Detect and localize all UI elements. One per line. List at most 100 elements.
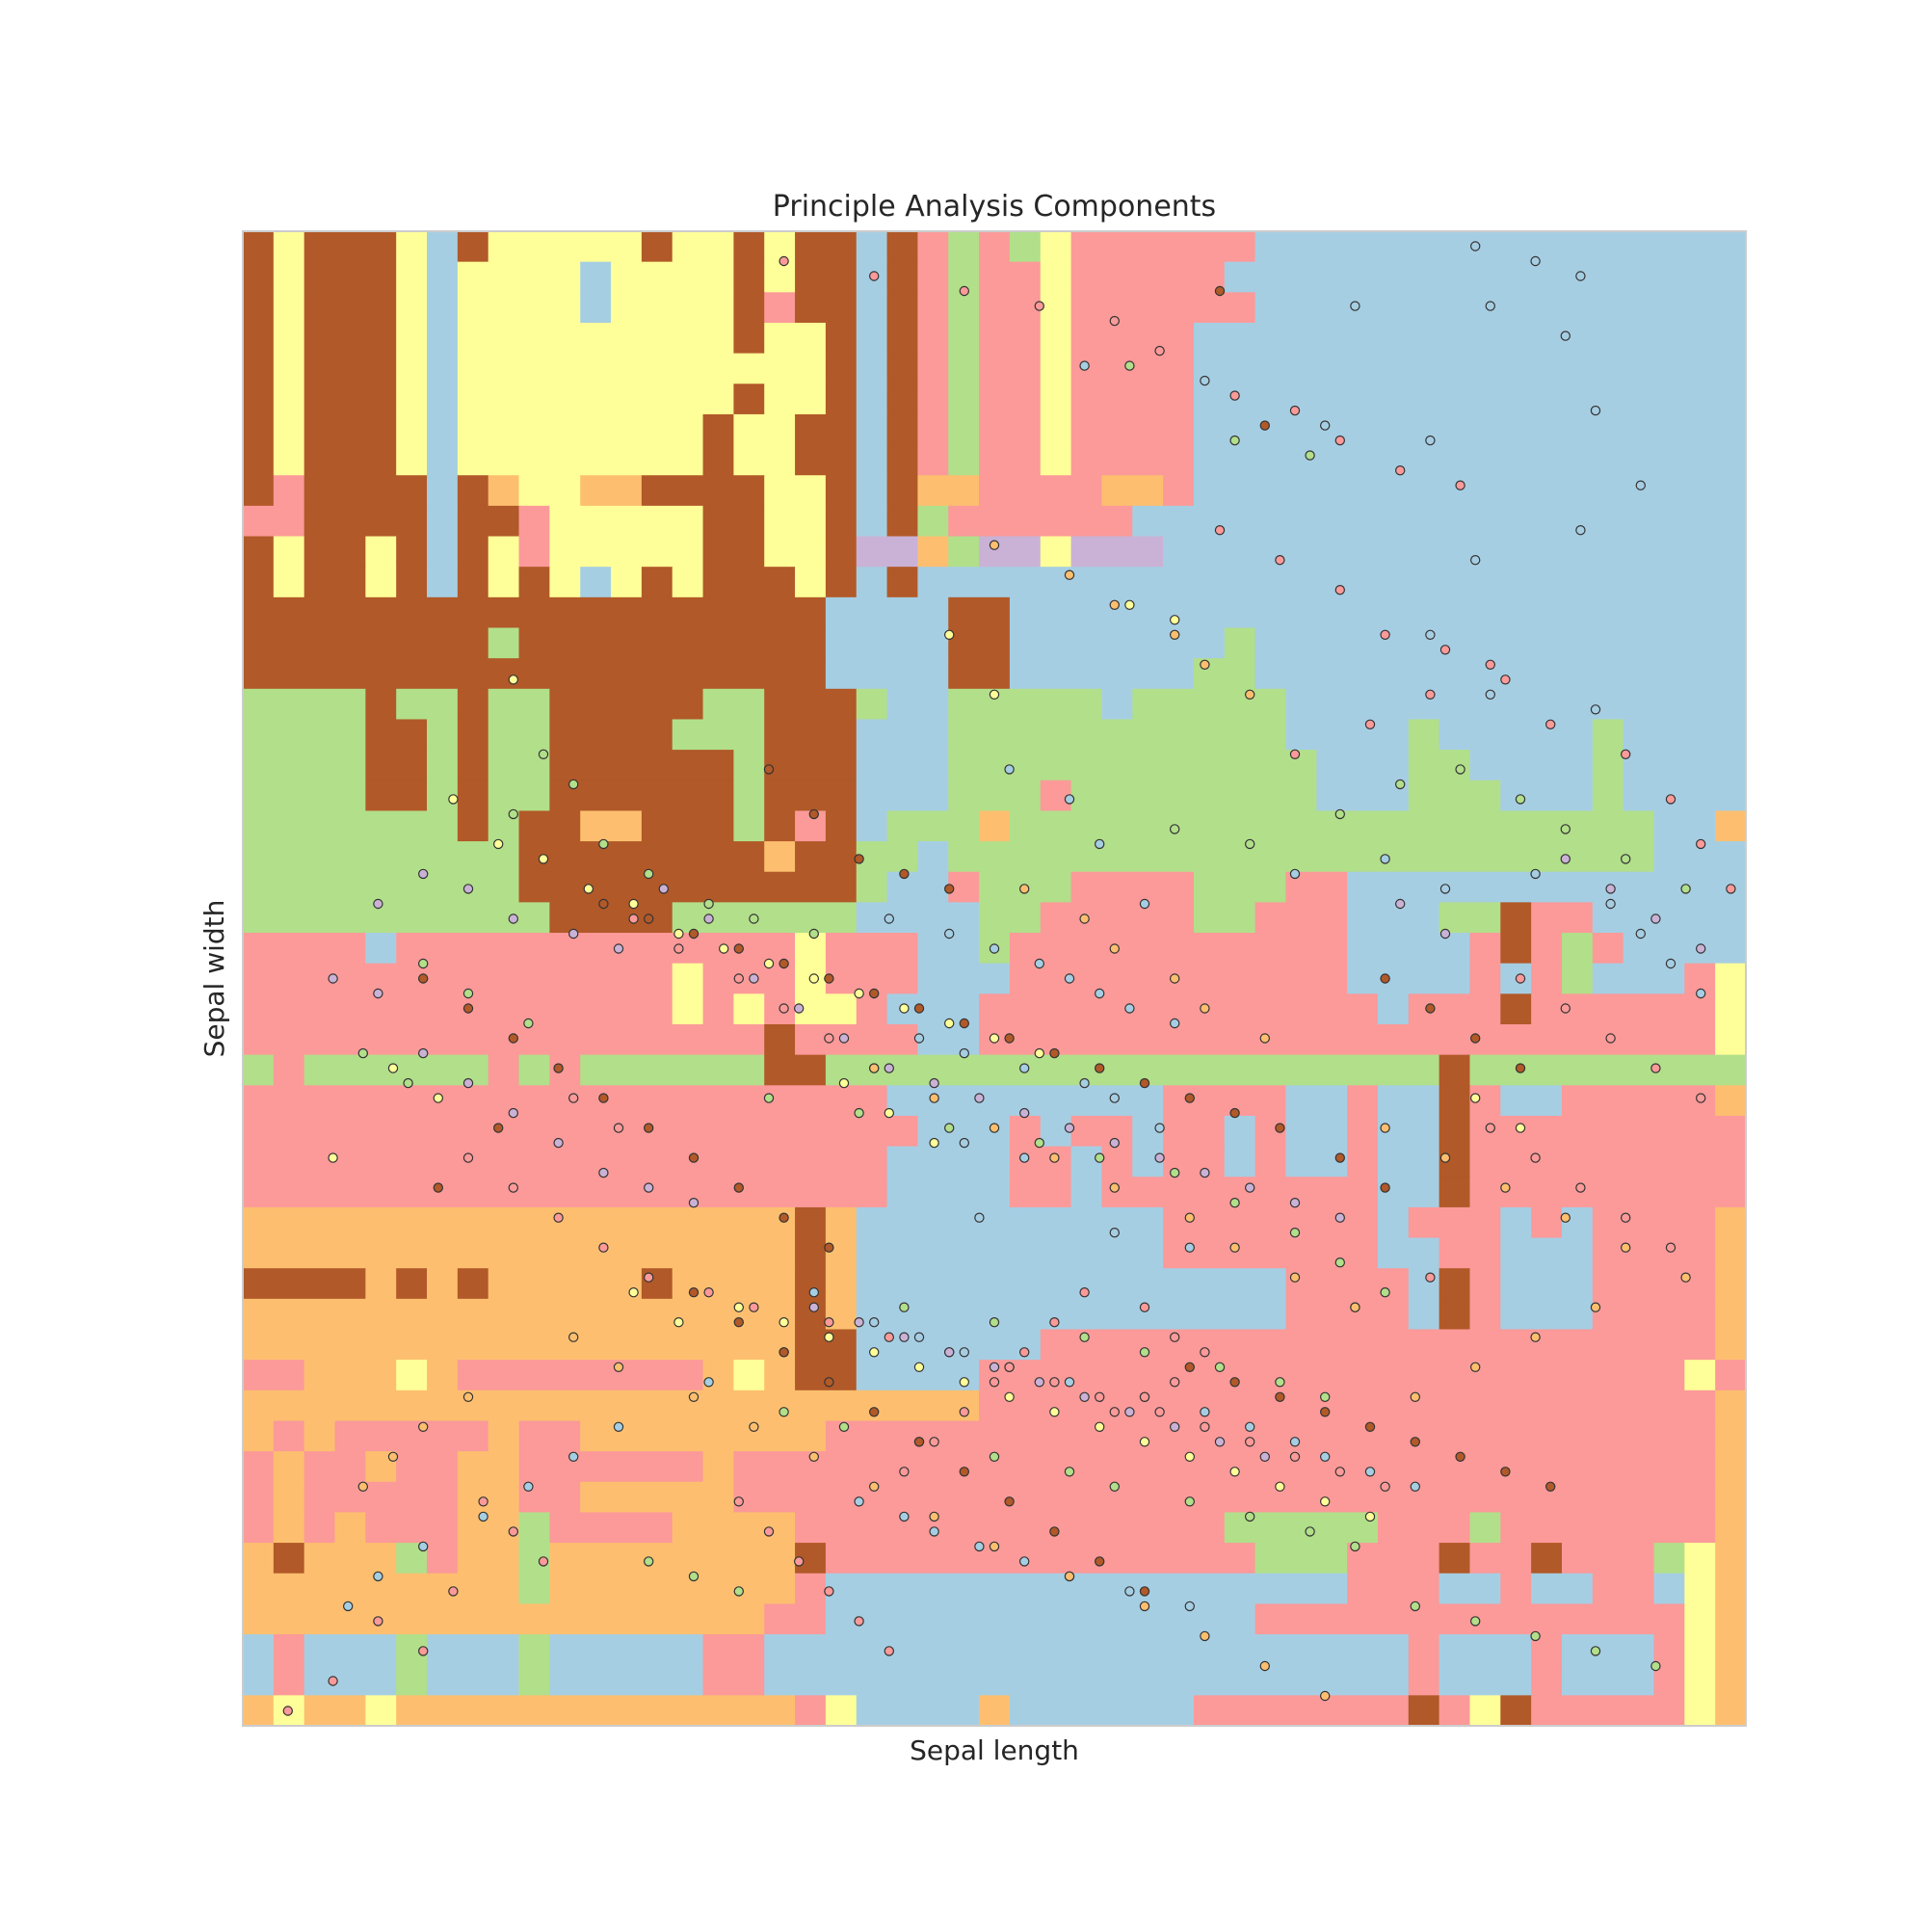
region-cell <box>304 231 397 263</box>
scatter-point-class-4 <box>1064 1123 1075 1133</box>
scatter-point-class-0 <box>1560 331 1571 341</box>
region-cell <box>518 1664 550 1696</box>
scatter-point-class-6 <box>1455 1451 1465 1463</box>
region-cell <box>427 1543 459 1575</box>
scatter-point-class-0 <box>1094 838 1105 850</box>
region-cell <box>795 841 858 873</box>
scatter-point-class-0 <box>1034 958 1045 969</box>
region-cell <box>457 750 489 781</box>
scatter-point-class-3 <box>1530 1332 1541 1342</box>
region-cell <box>1070 536 1164 568</box>
scatter-point-class-3 <box>1064 1571 1075 1582</box>
region-cell <box>672 567 704 598</box>
region-cell <box>518 1451 704 1483</box>
scatter-point-class-0 <box>1124 1586 1135 1597</box>
region-cell <box>702 567 796 598</box>
region-cell <box>825 353 858 384</box>
scatter-point-class-5 <box>854 988 864 999</box>
scatter-point-class-5 <box>1169 615 1180 625</box>
scatter-point-class-0 <box>1590 704 1601 715</box>
region-cell <box>825 1573 1348 1604</box>
region-cell <box>243 536 275 568</box>
region-cell <box>243 261 275 293</box>
scatter-point-class-1 <box>1275 1377 1285 1388</box>
scatter-point-class-2 <box>1425 689 1436 701</box>
region-cell <box>1009 658 1195 690</box>
scatter-point-class-5 <box>1004 1391 1015 1403</box>
region-cell <box>549 1664 704 1696</box>
scatter-point-class-3 <box>749 1421 759 1433</box>
scatter-point-class-0 <box>1469 241 1481 251</box>
region-cell <box>795 567 827 598</box>
region-cell <box>948 719 1287 751</box>
scatter-point-class-6 <box>1229 1377 1240 1388</box>
scatter-point-class-5 <box>493 838 504 850</box>
region-cell <box>856 871 888 903</box>
scatter-point-class-0 <box>1410 1481 1421 1493</box>
region-cell <box>764 384 827 415</box>
region-cell <box>1531 933 1563 965</box>
scatter-point-class-2 <box>1394 465 1406 476</box>
region-cell <box>396 231 428 263</box>
region-cell <box>518 505 550 538</box>
region-cell <box>1193 353 1747 384</box>
region-cell <box>243 1329 796 1361</box>
scatter-point-class-5 <box>989 689 1000 701</box>
region-cell <box>1715 1573 1747 1604</box>
scatter-point-class-0 <box>1064 1377 1075 1388</box>
region-cell <box>641 810 734 842</box>
region-cell <box>1347 1573 1440 1604</box>
region-cell <box>243 413 275 446</box>
scatter-point-class-0 <box>808 1286 820 1298</box>
region-cell <box>243 384 275 415</box>
region-cell <box>273 413 305 446</box>
region-cell <box>488 536 520 568</box>
scatter-point-class-1 <box>1305 1526 1315 1537</box>
region-cell <box>917 963 1011 994</box>
scatter-point-class-2 <box>1169 1332 1180 1342</box>
scatter-point-class-3 <box>1560 1212 1571 1223</box>
scatter-point-class-1 <box>989 1451 1000 1463</box>
region-cell <box>948 353 980 384</box>
region-cell <box>733 1481 1716 1514</box>
scatter-point-class-4 <box>884 1063 895 1073</box>
region-cell <box>979 261 1042 293</box>
scatter-point-class-6 <box>779 1212 789 1223</box>
region-cell <box>1592 933 1624 965</box>
scatter-point-class-4 <box>1394 898 1406 910</box>
scatter-point-class-5 <box>959 1377 970 1388</box>
region-cell <box>672 963 704 994</box>
region-cell <box>396 567 428 598</box>
region-cell <box>825 1543 1256 1575</box>
region-cell <box>1070 1115 1133 1148</box>
scatter-point-class-6 <box>824 1377 834 1388</box>
scatter-point-class-2 <box>1530 1152 1541 1163</box>
region-cell <box>243 963 673 994</box>
scatter-point-class-1 <box>688 1571 700 1582</box>
region-cell <box>457 719 489 751</box>
scatter-point-class-3 <box>462 1391 474 1403</box>
scatter-point-class-3 <box>613 1362 624 1373</box>
region-cell <box>641 231 673 263</box>
scatter-point-class-6 <box>1184 1362 1196 1373</box>
region-cell <box>825 1237 858 1269</box>
scatter-point-class-4 <box>1259 1451 1271 1463</box>
scatter-point-class-1 <box>1079 1332 1090 1342</box>
scatter-point-class-0 <box>1695 988 1706 999</box>
scatter-point-class-0 <box>854 1496 864 1507</box>
scatter-point-class-0 <box>1094 988 1105 999</box>
scatter-point-class-2 <box>1650 1063 1661 1073</box>
region-cell <box>243 322 275 355</box>
scatter-point-class-6 <box>899 868 910 880</box>
region-cell <box>856 444 888 476</box>
region-cell <box>1254 231 1747 263</box>
region-cell <box>427 413 459 446</box>
scatter-point-class-6 <box>433 1182 443 1193</box>
scatter-point-class-5 <box>673 1316 684 1328</box>
region-cell <box>979 413 1042 446</box>
scatter-point-class-6 <box>913 1437 925 1447</box>
region-cell <box>243 688 366 721</box>
scatter-point-class-0 <box>523 1481 534 1493</box>
region-cell <box>856 688 888 721</box>
region-cell <box>1070 444 1195 476</box>
